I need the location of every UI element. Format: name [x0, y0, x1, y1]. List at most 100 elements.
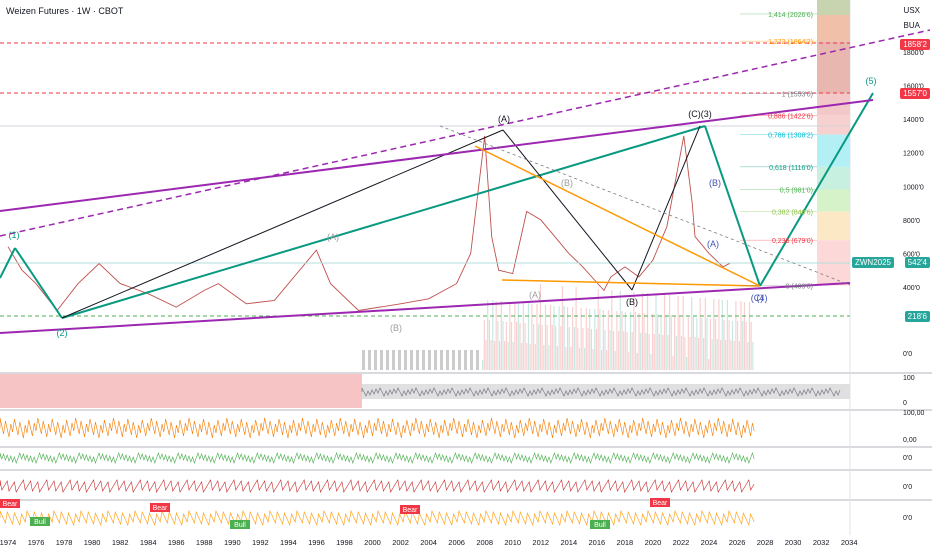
volume-bar — [567, 307, 569, 370]
volume-bar — [752, 342, 754, 370]
wave-label: (1) — [9, 230, 20, 240]
time-tick: 2012 — [532, 538, 549, 547]
price-tick: 800'0 — [903, 218, 920, 225]
volume-bar — [497, 321, 499, 370]
volume-bar — [500, 301, 502, 370]
volume-bar — [492, 300, 494, 370]
unit-label: BUA — [903, 21, 920, 30]
time-tick: 1984 — [140, 538, 157, 547]
fib-label: 0,886 (1422'6) — [768, 113, 813, 120]
signal-label: Bear — [403, 507, 418, 514]
volume-bar — [611, 290, 613, 370]
volume-bar — [577, 328, 579, 370]
wave-label: (A) — [327, 232, 339, 242]
wave-label: (B) — [626, 297, 638, 307]
wave-label: (A) — [707, 239, 719, 249]
time-tick: 2010 — [504, 538, 521, 547]
rsi-zone — [0, 374, 362, 408]
time-tick: 1996 — [308, 538, 325, 547]
volume-bar — [410, 350, 413, 370]
ticker-tag: ZWN2025 — [851, 257, 894, 268]
time-tick: 2008 — [476, 538, 493, 547]
volume-bar — [548, 345, 550, 370]
volume-bar — [490, 340, 492, 370]
volume-bar — [629, 312, 632, 370]
volume-bar — [655, 294, 657, 370]
volume-bar — [580, 308, 582, 370]
volume-bar — [679, 316, 681, 370]
wave-2-3 — [61, 125, 706, 319]
fib-label: 0,236 (679'0) — [772, 238, 813, 245]
volume-bar — [726, 300, 728, 370]
abc-line — [502, 129, 633, 291]
time-tick: 1992 — [252, 538, 269, 547]
volume-bar — [534, 344, 536, 370]
volume-bar — [440, 350, 443, 370]
volume-bar — [648, 334, 650, 370]
volume-bar — [589, 309, 591, 370]
volume-bar — [595, 329, 598, 370]
time-axis: 1974 1976 1978 1980 1982 1984 1986 1988 1990 1992… — [0, 538, 858, 547]
time-tick: 2014 — [560, 538, 577, 547]
volume-bar — [556, 346, 558, 370]
volume-bar — [487, 300, 489, 370]
fib-band — [817, 13, 850, 42]
volume-bar — [514, 302, 516, 370]
wave-label: (B) — [561, 178, 573, 188]
price-tick: 1000'0 — [903, 184, 924, 191]
volume-bar — [674, 316, 676, 370]
fib-label: 0,618 (1116'0) — [769, 165, 813, 172]
volume-bar — [633, 292, 635, 370]
macd-line — [0, 452, 755, 464]
fib-band — [817, 211, 850, 241]
fib-band-top — [817, 0, 850, 15]
osc-tick: 0 — [903, 400, 907, 407]
time-tick: 1994 — [280, 538, 297, 547]
volume-bar — [572, 307, 574, 370]
volume-bar — [725, 340, 727, 370]
volume-bar — [686, 357, 688, 370]
dashed-trend — [439, 125, 851, 286]
volume-bar — [464, 350, 467, 370]
volume-bar — [517, 303, 519, 370]
ao-line — [0, 509, 755, 527]
fib-label: 1,272 (1864'2) — [768, 39, 813, 46]
volume-bar — [704, 298, 706, 370]
osc-tick: 0,00 — [903, 437, 917, 444]
signal-label: Bull — [234, 522, 246, 529]
volume-bar — [546, 325, 548, 370]
volume-bar — [604, 330, 606, 370]
volume-bar — [628, 352, 630, 370]
wave-label: (2) — [57, 328, 68, 338]
volume-bar — [582, 328, 584, 370]
volume-bar — [398, 350, 401, 370]
upper-channel — [0, 29, 931, 237]
volume-bar — [493, 341, 496, 370]
osc-tick: 0'0 — [903, 455, 912, 462]
volume-bar — [718, 299, 720, 370]
volume-bar — [699, 298, 701, 370]
time-tick: 2004 — [420, 538, 437, 547]
volume-bar — [392, 350, 395, 370]
volume-bar — [716, 339, 718, 370]
volume-bar — [631, 332, 633, 370]
volume-bar — [618, 331, 620, 370]
volume-bar — [669, 295, 671, 370]
volume-bar — [709, 319, 711, 370]
volume-bar — [747, 342, 749, 370]
rsi-line — [361, 387, 841, 397]
volume-bar — [614, 351, 616, 370]
fib-band — [817, 166, 850, 190]
wave-label: (A) — [529, 290, 541, 300]
volume-bar — [662, 335, 664, 370]
price-tag-mid: 1557'0 — [900, 88, 930, 99]
time-tick: 2018 — [617, 538, 634, 547]
volume-bar — [458, 350, 461, 370]
signal-label: Bull — [594, 522, 606, 529]
volume-bar — [495, 301, 497, 370]
time-tick: 1982 — [112, 538, 129, 547]
volume-bar — [536, 304, 538, 370]
volume-bar — [750, 322, 752, 370]
volume-bar — [551, 325, 553, 370]
